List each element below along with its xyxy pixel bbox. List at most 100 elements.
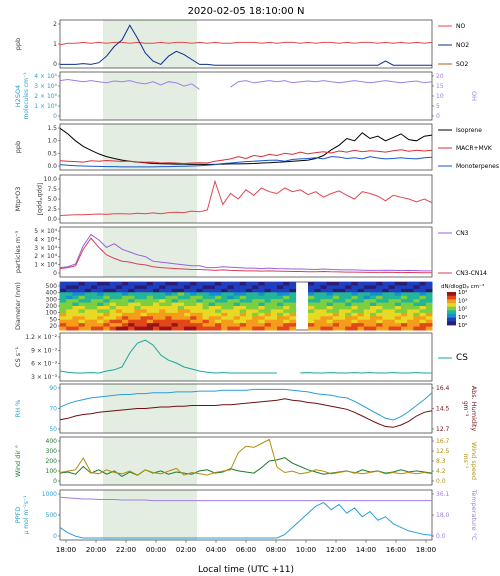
heatmap-cell: [103, 292, 111, 297]
heatmap-cell: [345, 323, 352, 328]
heatmap-cell: [419, 285, 427, 290]
y2-axis-label: Temperature °C: [470, 488, 478, 540]
heatmap-cell: [190, 309, 197, 314]
heatmap-cell: [78, 326, 86, 331]
heatmap-cell: [60, 323, 67, 328]
heatmap-cell: [264, 319, 272, 324]
heatmap-cell: [277, 302, 284, 307]
heatmap-cell: [233, 323, 241, 328]
heatmap-cell: [339, 288, 346, 293]
heatmap-cell: [134, 295, 142, 300]
heatmap-cell: [103, 323, 111, 328]
heatmap-cell: [308, 312, 315, 317]
colorbar-segment: [447, 299, 456, 304]
heatmap-cell: [332, 282, 340, 286]
heatmap-cell: [115, 319, 123, 324]
y2-axis-label: Abs. Humidity: [470, 386, 478, 432]
x-tick-label: 16:00: [386, 546, 406, 554]
heatmap-cell: [202, 306, 210, 310]
y-tick-label: 0: [53, 478, 57, 485]
heatmap-cell: [171, 323, 179, 328]
y-tick-label: 20: [49, 323, 57, 330]
heatmap-cell: [332, 288, 340, 293]
heatmap-cell: [326, 295, 334, 300]
heatmap-cell: [227, 316, 235, 321]
heatmap-cell: [84, 312, 92, 317]
heatmap-cell: [252, 299, 259, 304]
y2-tick-label: 16.4: [436, 385, 450, 392]
heatmap-cell: [171, 299, 179, 304]
heatmap-cell: [407, 316, 414, 321]
heatmap-cell: [165, 295, 173, 300]
heatmap-cell: [159, 326, 166, 331]
heatmap-cell: [413, 323, 421, 328]
heatmap-cell: [134, 312, 142, 317]
heatmap-cell: [258, 295, 266, 300]
heatmap-cell: [109, 288, 117, 293]
y-tick-label: 2 × 10⁴: [34, 253, 57, 260]
heatmap-cell: [190, 288, 197, 293]
y-tick-label: 7.5: [47, 186, 57, 193]
panel-h2so4_oh: 0 1 × 10⁶ 2 × 10⁶ 3 × 10⁶ 4 × 10⁶ 0 5 10 15 20 H2S…: [14, 71, 478, 121]
heatmap-cell: [128, 316, 135, 321]
heatmap-cell: [407, 312, 414, 317]
y-tick-label: 100: [46, 310, 58, 317]
heatmap-cell: [283, 285, 290, 290]
heatmap-cell: [115, 302, 123, 307]
y2-tick-label: 10: [436, 93, 444, 100]
heatmap-cell: [326, 312, 334, 317]
heatmap-cell: [401, 323, 408, 328]
heatmap-cell: [165, 323, 173, 328]
heatmap-cell: [97, 309, 104, 314]
heatmap-cell: [314, 316, 321, 321]
x-tick-label: 04:00: [206, 546, 226, 554]
heatmap-cell: [165, 285, 173, 290]
heatmap-cell: [382, 288, 390, 293]
heatmap-cell: [351, 309, 359, 314]
y-axis-label: ppb: [14, 141, 22, 153]
heatmap-cell: [270, 295, 278, 300]
heatmap-cell: [345, 316, 352, 321]
heatmap-cell: [332, 316, 340, 321]
heatmap-cell: [246, 288, 253, 293]
heatmap-cell: [419, 288, 427, 293]
heatmap-cell: [221, 312, 228, 317]
heatmap-cell: [407, 299, 414, 304]
heatmap-cell: [277, 306, 284, 310]
heatmap-cell: [159, 319, 166, 324]
heatmap-cell: [258, 288, 266, 293]
heatmap-cell: [153, 288, 160, 293]
heatmap-cell: [233, 295, 241, 300]
heatmap-cell: [122, 282, 129, 286]
heatmap-cell: [264, 306, 272, 310]
heatmap-cell: [97, 326, 104, 331]
heatmap-cell: [270, 316, 278, 321]
heatmap-cell: [401, 302, 408, 307]
heatmap-cell: [60, 326, 67, 331]
heatmap-cell: [140, 323, 148, 328]
heatmap-cell: [196, 288, 204, 293]
heatmap-cell: [177, 306, 185, 310]
heatmap-cell: [140, 316, 148, 321]
heatmap-cell: [233, 306, 241, 310]
heatmap-cell: [140, 282, 148, 286]
x-tick-label: 00:00: [146, 546, 166, 554]
heatmap-cell: [227, 288, 235, 293]
heatmap-cell: [122, 316, 129, 321]
heatmap-cell: [239, 288, 247, 293]
y-tick-label: 1 × 10⁶: [34, 103, 57, 110]
heatmap-cell: [394, 316, 402, 321]
heatmap-cell: [140, 292, 148, 297]
heatmap-cell: [159, 302, 166, 307]
heatmap-cell: [72, 302, 80, 307]
heatmap-cell: [264, 299, 272, 304]
heatmap-cell: [221, 323, 228, 328]
heatmap-cell: [184, 295, 191, 300]
y-tick-label: 400: [46, 438, 58, 445]
heatmap-cell: [289, 306, 297, 310]
heatmap-cell: [264, 285, 272, 290]
y-tick-label: 0: [53, 533, 57, 540]
heatmap-cell: [326, 323, 334, 328]
heatmap-cell: [122, 319, 129, 324]
panel-cs: 3 × 10⁻³ 6 × 10⁻³ 9 × 10⁻³ 1.2 × 10⁻²CS s⁻¹…: [14, 332, 468, 382]
